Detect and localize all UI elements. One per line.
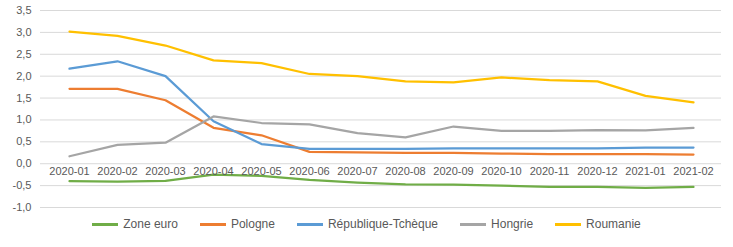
svg-text:2020-11: 2020-11 (530, 165, 570, 177)
svg-text:2,0: 2,0 (16, 70, 31, 82)
svg-text:3,0: 3,0 (16, 26, 31, 38)
svg-text:-0,5: -0,5 (13, 179, 32, 191)
svg-text:2020-07: 2020-07 (337, 165, 377, 177)
html-text:Zone euro: Zone euro (123, 217, 178, 231)
svg-text:2020-01: 2020-01 (49, 165, 89, 177)
svg-text:-1,0: -1,0 (13, 201, 32, 213)
svg-text:2020-08: 2020-08 (385, 165, 425, 177)
svg-text:2020-05: 2020-05 (241, 165, 281, 177)
svg-text:0,0: 0,0 (16, 157, 31, 169)
svg-text:2020-04: 2020-04 (193, 165, 233, 177)
svg-text:2020-02: 2020-02 (97, 165, 137, 177)
svg-text:2020-09: 2020-09 (433, 165, 473, 177)
html-text:Pologne: Pologne (230, 217, 275, 231)
html-text:Roumanie: Roumanie (586, 217, 641, 231)
svg-text:2020-06: 2020-06 (289, 165, 329, 177)
html-text:République-Tchèque: République-Tchèque (328, 217, 438, 231)
svg-text:0,5: 0,5 (16, 135, 31, 147)
svg-text:2021-02: 2021-02 (673, 165, 713, 177)
svg-text:2,5: 2,5 (16, 48, 31, 60)
svg-text:3,5: 3,5 (16, 4, 31, 16)
svg-text:2020-10: 2020-10 (481, 165, 521, 177)
svg-text:2020-03: 2020-03 (145, 165, 185, 177)
svg-text:2020-12: 2020-12 (577, 165, 617, 177)
svg-text:1,0: 1,0 (16, 113, 31, 125)
svg-text:2021-01: 2021-01 (625, 165, 665, 177)
svg-text:1,5: 1,5 (16, 92, 31, 104)
html-text:Hongrie: Hongrie (491, 217, 534, 231)
